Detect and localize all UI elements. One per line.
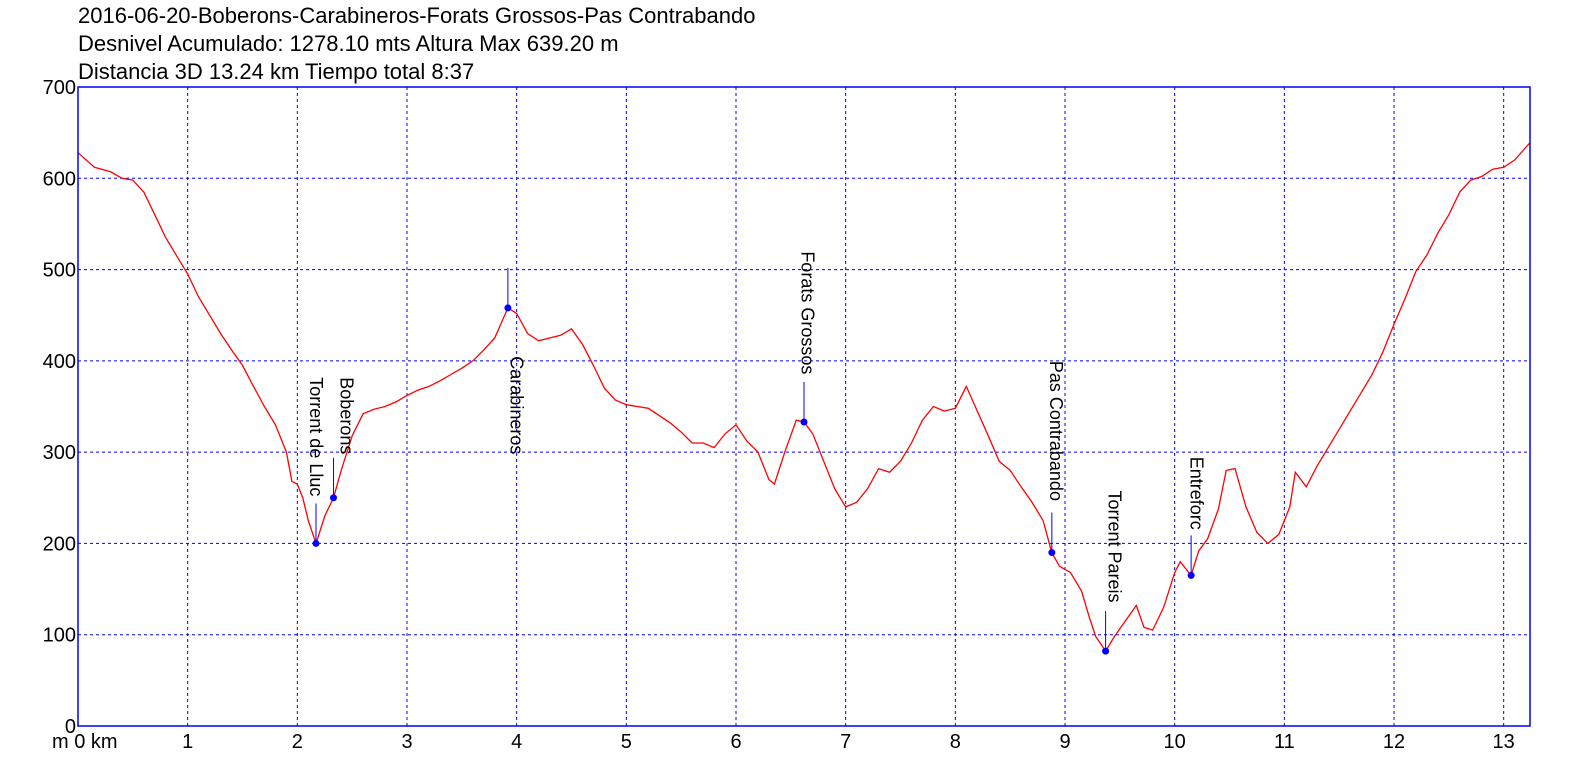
waypoints: Torrent de Lluc Boberons Carabineros Forats… — [306, 251, 1207, 655]
y-axis-ticks: 0 100 200 300 400 500 600 700 — [43, 77, 76, 738]
waypoint-marker — [1048, 549, 1056, 557]
grid — [78, 87, 1530, 726]
x-tick-label: 2 — [292, 731, 303, 753]
waypoint-marker — [312, 539, 320, 547]
x-tick-label: 9 — [1059, 731, 1070, 753]
waypoint-label: Torrent Pareis — [1104, 490, 1124, 602]
chart-title-line-3: Distancia 3D 13.24 km Tiempo total 8:37 — [78, 59, 475, 84]
x-tick-label: 10 — [1164, 731, 1186, 753]
x-tick-label: 11 — [1274, 731, 1295, 753]
waypoint-marker — [330, 494, 338, 502]
waypoint-marker — [1187, 571, 1195, 579]
chart-title-line-1: 2016-06-20-Boberons-Carabineros-Forats G… — [78, 3, 756, 28]
waypoint-marker — [504, 304, 512, 312]
waypoint-label: Entreforc — [1187, 457, 1207, 530]
y-tick-label: 300 — [43, 442, 76, 464]
y-tick-label: 100 — [43, 625, 76, 647]
x-tick-label: 4 — [511, 731, 522, 753]
x-axis-ticks: m 0 km 1 2 3 4 5 6 7 8 9 10 11 12 13 — [52, 731, 1515, 753]
x-tick-label: 13 — [1493, 731, 1515, 753]
waypoint-label: Boberons — [337, 377, 357, 454]
waypoint-label: Pas Contrabando — [1046, 361, 1066, 501]
y-tick-label: 400 — [43, 351, 76, 373]
waypoint: Carabineros — [504, 267, 527, 454]
y-tick-label: 0 — [65, 716, 76, 738]
x-tick-label: 8 — [950, 731, 961, 753]
y-tick-label: 200 — [43, 533, 76, 555]
x-tick-label: 5 — [621, 731, 632, 753]
y-tick-label: 500 — [43, 260, 76, 282]
waypoint: Torrent de Lluc — [306, 377, 326, 547]
waypoint-label: Forats Grossos — [797, 251, 817, 374]
elevation-line — [77, 142, 1531, 653]
waypoint: Forats Grossos — [797, 251, 817, 426]
x-tick-label: 7 — [840, 731, 851, 753]
y-tick-label: 600 — [43, 168, 76, 190]
waypoint-label: Carabineros — [507, 356, 527, 454]
x-tick-label: 6 — [730, 731, 741, 753]
waypoint: Boberons — [330, 377, 357, 502]
plot-frame — [77, 86, 1531, 727]
x-tick-label: 3 — [401, 731, 412, 753]
x-tick-label: 1 — [182, 731, 193, 753]
waypoint-marker — [800, 418, 808, 426]
waypoint: Torrent Pareis — [1102, 490, 1124, 655]
x-tick-label: m 0 km — [52, 731, 118, 753]
waypoint: Entreforc — [1187, 457, 1207, 579]
y-tick-label: 700 — [43, 77, 76, 99]
chart-title-line-2: Desnivel Acumulado: 1278.10 mts Altura M… — [78, 31, 619, 56]
waypoint-marker — [1102, 647, 1110, 655]
waypoint-label: Torrent de Lluc — [306, 377, 326, 496]
waypoint: Pas Contrabando — [1046, 361, 1066, 557]
x-tick-label: 12 — [1383, 731, 1405, 753]
